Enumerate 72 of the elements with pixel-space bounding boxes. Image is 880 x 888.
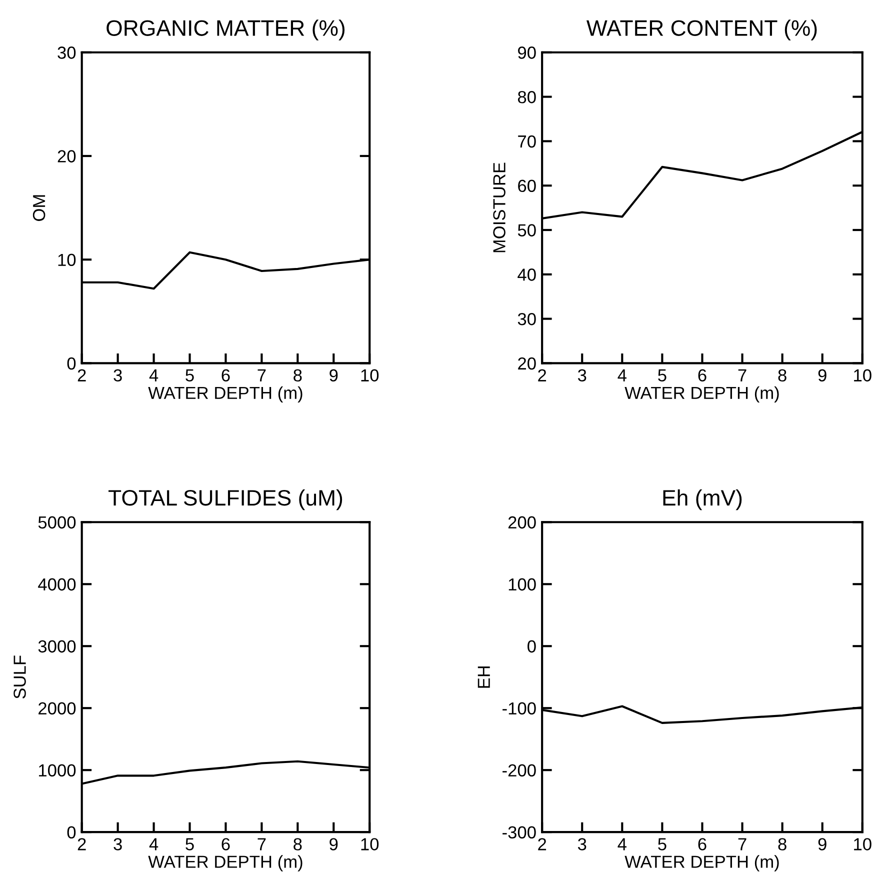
x-tick-label: 4 bbox=[618, 838, 626, 850]
x-tick-label: 4 bbox=[149, 838, 158, 850]
x-tick-label: 3 bbox=[114, 838, 122, 850]
y-tick-label: 60 bbox=[518, 180, 536, 192]
y-tick-label: 0 bbox=[67, 826, 76, 839]
x-tick-label: 2 bbox=[78, 838, 86, 850]
x-tick-label: 3 bbox=[578, 838, 586, 850]
x-tick-label: 4 bbox=[149, 369, 158, 382]
x-tick-label: 6 bbox=[222, 838, 230, 850]
x-tick-label: 5 bbox=[186, 369, 194, 382]
y-tick-label: 40 bbox=[518, 268, 536, 281]
y-tick-label: 20 bbox=[518, 357, 536, 370]
y-tick-label: 4000 bbox=[38, 578, 76, 591]
x-tick-label: 6 bbox=[698, 369, 706, 382]
y-tick-label: 0 bbox=[67, 357, 76, 370]
x-tick-label: 7 bbox=[258, 369, 266, 382]
y-tick-label: 10 bbox=[58, 254, 76, 266]
y-tick-label: 30 bbox=[518, 312, 536, 326]
x-tick-label: 10 bbox=[854, 369, 872, 382]
x-tick-label: 10 bbox=[361, 838, 379, 850]
x-axis-title: WATER DEPTH (m) bbox=[624, 386, 779, 402]
y-tick-label: 50 bbox=[518, 224, 536, 236]
y-tick-label: 30 bbox=[58, 46, 76, 59]
y-tick-label: 5000 bbox=[38, 516, 76, 529]
x-axis-title: WATER DEPTH (m) bbox=[148, 386, 302, 402]
x-tick-label: 8 bbox=[778, 838, 786, 850]
y-tick-label: 70 bbox=[518, 135, 536, 148]
chart-title: ORGANIC MATTER (%) bbox=[106, 20, 345, 40]
x-tick-label: 8 bbox=[778, 369, 786, 382]
x-tick-label: 5 bbox=[186, 838, 194, 850]
x-tick-label: 6 bbox=[222, 369, 230, 382]
x-tick-label: 2 bbox=[78, 369, 86, 382]
x-tick-label: 10 bbox=[361, 369, 379, 382]
x-axis-title: WATER DEPTH (m) bbox=[624, 855, 779, 872]
x-tick-label: 9 bbox=[818, 838, 826, 850]
y-axis-title: MOISTURE bbox=[493, 162, 506, 252]
x-tick-label: 10 bbox=[854, 838, 872, 850]
y-axis-title: EH bbox=[478, 666, 490, 688]
y-axis-title: SULF bbox=[14, 656, 26, 698]
y-tick-label: 1000 bbox=[38, 764, 76, 777]
x-tick-label: 8 bbox=[294, 838, 302, 850]
y-tick-label: 3000 bbox=[38, 640, 76, 653]
y-tick-label: 200 bbox=[508, 516, 536, 529]
y-axis-title: OM bbox=[32, 195, 46, 221]
x-tick-label: 7 bbox=[738, 369, 746, 382]
x-tick-label: 6 bbox=[698, 838, 706, 850]
x-tick-label: 9 bbox=[818, 369, 826, 382]
chart-title: Eh (mV) bbox=[663, 489, 742, 510]
y-tick-label: -200 bbox=[502, 764, 536, 777]
y-tick-label: 0 bbox=[528, 640, 536, 653]
chart-title: WATER CONTENT (%) bbox=[586, 20, 817, 40]
x-axis-title: WATER DEPTH (m) bbox=[148, 855, 302, 872]
x-tick-label: 7 bbox=[258, 838, 266, 850]
x-tick-label: 5 bbox=[658, 838, 666, 850]
y-tick-label: 80 bbox=[518, 90, 536, 104]
x-tick-label: 5 bbox=[658, 369, 666, 382]
x-tick-label: 9 bbox=[330, 838, 338, 850]
y-tick-label: -300 bbox=[502, 826, 536, 839]
y-tick-label: 20 bbox=[58, 150, 76, 162]
x-tick-label: 2 bbox=[538, 369, 546, 382]
y-tick-label: -100 bbox=[502, 702, 536, 715]
x-tick-label: 3 bbox=[578, 369, 586, 382]
x-tick-label: 8 bbox=[294, 369, 302, 382]
y-tick-label: 90 bbox=[518, 46, 536, 59]
x-tick-label: 7 bbox=[738, 838, 746, 850]
y-tick-label: 2000 bbox=[38, 702, 76, 715]
x-tick-label: 4 bbox=[618, 369, 626, 382]
y-tick-label: 100 bbox=[508, 578, 536, 591]
x-tick-label: 2 bbox=[538, 838, 546, 850]
x-tick-label: 3 bbox=[114, 369, 122, 382]
x-tick-label: 9 bbox=[330, 369, 338, 382]
chart-title: TOTAL SULFIDES (uM) bbox=[108, 489, 342, 510]
